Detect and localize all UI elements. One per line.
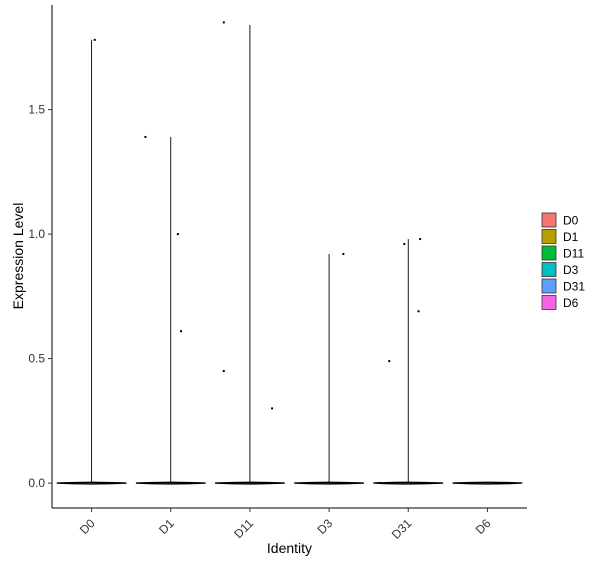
data-point: [403, 243, 406, 246]
y-tick-label: 1.5: [28, 103, 45, 117]
violin-D6: [452, 481, 523, 485]
y-axis: 0.0 0.5 1.0 1.5: [28, 103, 52, 490]
legend-swatch: [541, 262, 557, 277]
y-tick-label: 1.0: [28, 227, 45, 241]
legend-label: D3: [563, 263, 579, 277]
y-tick-label: 0.0: [28, 476, 45, 490]
data-point: [419, 238, 422, 241]
x-tick-label: D11: [231, 516, 256, 541]
violin-D1: [135, 135, 206, 485]
violin-D11: [215, 21, 285, 485]
x-axis-title: Identity: [267, 540, 312, 556]
legend-swatch: [541, 278, 557, 294]
data-point: [93, 38, 96, 41]
data-point: [271, 407, 274, 410]
data-point: [180, 330, 183, 333]
violin-D0: [56, 38, 127, 485]
x-axis: D0 D1 D11 D3 D31 D6: [77, 508, 494, 542]
legend-swatch: [541, 245, 557, 261]
legend: D0 D1 D11 D3 D31 D6: [541, 212, 585, 310]
data-point: [222, 370, 225, 373]
legend-label: D31: [563, 280, 585, 294]
x-tick-label: D3: [314, 516, 335, 537]
y-axis-title: Expression Level: [10, 203, 26, 310]
violin-D31: [373, 238, 444, 485]
data-point: [144, 135, 147, 138]
violin-body: [452, 481, 523, 485]
x-tick-label: D31: [389, 516, 415, 542]
data-point: [342, 253, 345, 256]
data-point: [417, 310, 420, 313]
legend-label: D6: [563, 296, 579, 310]
legend-swatch: [541, 212, 557, 228]
x-tick-label: D1: [156, 516, 177, 537]
data-point: [176, 233, 179, 236]
plot-area: [56, 21, 523, 485]
x-tick-label: D0: [77, 516, 98, 537]
legend-swatch: [541, 295, 557, 310]
legend-label: D0: [563, 214, 579, 228]
legend-label: D11: [563, 247, 584, 261]
x-tick-label: D6: [473, 516, 494, 537]
legend-label: D1: [563, 230, 579, 244]
legend-swatch: [541, 229, 557, 244]
violin-D3: [294, 253, 364, 485]
data-point: [222, 21, 225, 24]
y-tick-label: 0.5: [28, 352, 45, 366]
data-point: [388, 360, 391, 363]
